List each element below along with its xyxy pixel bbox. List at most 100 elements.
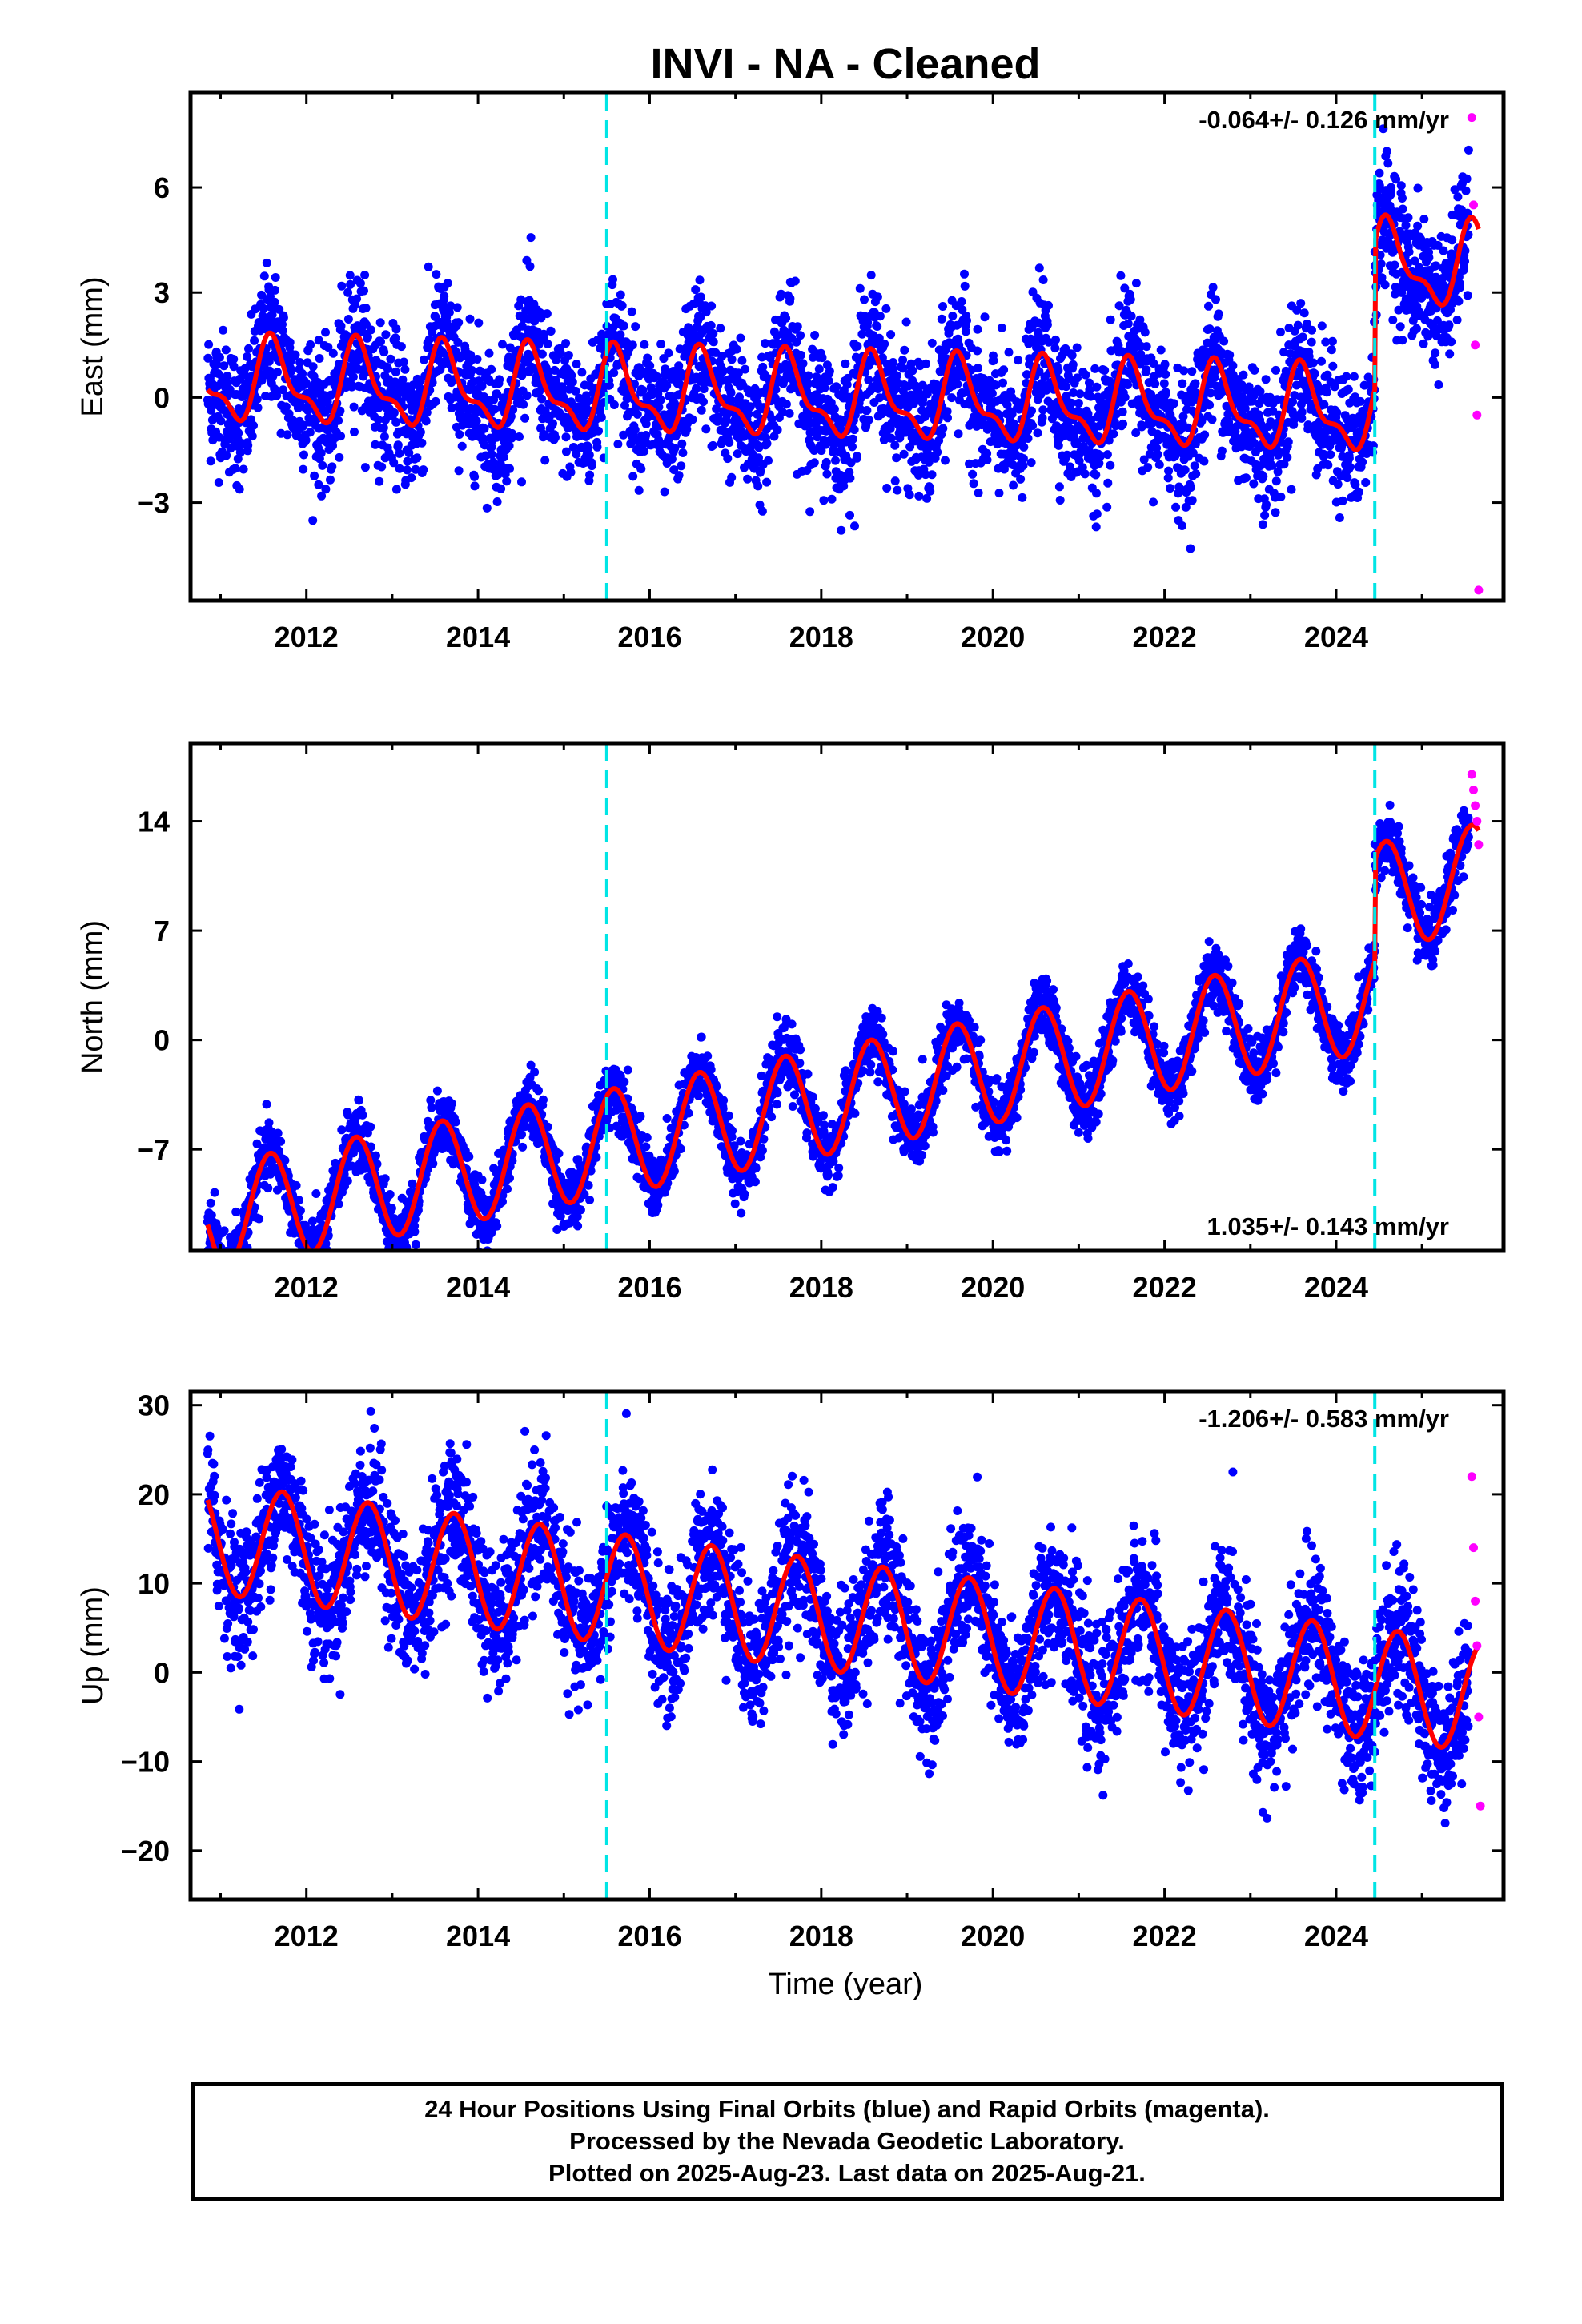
data-point <box>709 337 718 347</box>
data-point <box>709 440 717 450</box>
data-point <box>323 397 332 407</box>
data-point <box>1094 459 1104 468</box>
data-point <box>232 1257 241 1266</box>
data-point <box>311 1252 319 1261</box>
data-point <box>1149 497 1158 507</box>
data-point <box>974 488 983 497</box>
data-point <box>221 1264 230 1273</box>
data-point <box>748 449 757 459</box>
data-point <box>495 375 504 384</box>
data-point <box>905 490 914 500</box>
data-point <box>223 1270 232 1279</box>
data-point <box>391 417 401 427</box>
data-point <box>407 473 416 483</box>
data-point <box>785 408 794 418</box>
data-point <box>701 424 711 434</box>
data-point <box>525 262 535 271</box>
data-point <box>1375 181 1384 191</box>
data-point <box>1430 360 1439 369</box>
data-point <box>627 307 636 316</box>
data-point <box>262 1100 271 1109</box>
data-point <box>446 301 456 311</box>
data-point <box>540 456 550 465</box>
data-point <box>440 292 449 301</box>
data-point <box>231 1207 241 1216</box>
data-point <box>334 1200 343 1209</box>
data-point <box>709 329 718 338</box>
data-point <box>1038 413 1047 423</box>
rapid-point <box>1469 200 1478 210</box>
data-point <box>214 1259 223 1268</box>
data-point <box>1120 283 1130 293</box>
data-point <box>1274 450 1283 460</box>
data-point <box>1211 295 1220 304</box>
data-point <box>1084 446 1094 455</box>
data-point <box>1136 349 1146 359</box>
data-point <box>1028 421 1038 430</box>
data-point <box>810 331 820 340</box>
data-point <box>278 326 287 336</box>
data-point <box>817 446 826 456</box>
data-point <box>1283 437 1293 447</box>
data-point <box>375 476 384 486</box>
data-point <box>520 413 530 423</box>
data-point <box>235 448 245 457</box>
data-point <box>388 1261 397 1269</box>
data-point <box>640 447 649 456</box>
data-point <box>328 348 338 358</box>
data-point <box>303 1255 312 1264</box>
data-point <box>819 496 829 505</box>
data-point <box>1109 429 1118 439</box>
data-point <box>231 1256 240 1265</box>
data-point <box>1214 309 1223 319</box>
data-point <box>517 477 526 487</box>
data-point <box>361 304 371 313</box>
data-point <box>310 471 319 480</box>
data-point <box>337 1125 347 1135</box>
data-point <box>733 449 742 459</box>
data-point <box>398 375 408 384</box>
data-point <box>335 452 344 462</box>
data-point <box>829 440 839 448</box>
data-point <box>584 443 593 452</box>
data-point <box>1433 240 1443 250</box>
data-point <box>1074 399 1083 408</box>
data-point <box>1139 455 1149 464</box>
data-point <box>609 400 619 409</box>
data-point <box>785 294 795 304</box>
data-point <box>991 380 1001 390</box>
y-tick-label: 6 <box>154 171 170 204</box>
data-point <box>1103 478 1113 488</box>
data-point <box>741 364 750 374</box>
data-point <box>587 461 596 471</box>
data-point <box>347 382 356 392</box>
data-point <box>343 315 353 324</box>
data-point <box>391 1261 400 1269</box>
data-point <box>1171 502 1181 512</box>
data-point <box>1327 345 1336 355</box>
data-point <box>1207 415 1217 424</box>
data-point <box>396 1256 405 1265</box>
data-point <box>1164 466 1174 476</box>
data-point <box>778 408 787 417</box>
data-point <box>432 270 441 279</box>
data-point <box>262 258 271 267</box>
data-point <box>1075 389 1085 399</box>
data-point <box>358 1110 367 1120</box>
data-point <box>1438 279 1447 289</box>
data-point <box>1398 204 1407 214</box>
data-point <box>1038 275 1048 284</box>
data-point <box>1349 372 1359 381</box>
data-point <box>1327 336 1337 346</box>
gps-time-series-figure: INVI - NA - Cleaned 2012 2014 2016 2018 2020… <box>76 40 1506 2001</box>
data-point <box>1304 352 1314 361</box>
data-point <box>225 1253 234 1262</box>
data-point <box>530 316 540 326</box>
data-point <box>1044 300 1053 310</box>
data-point <box>1118 407 1127 416</box>
data-point <box>219 1263 228 1272</box>
data-point <box>568 377 577 387</box>
data-point <box>399 357 408 367</box>
data-point <box>1018 493 1027 502</box>
data-point <box>842 380 852 389</box>
